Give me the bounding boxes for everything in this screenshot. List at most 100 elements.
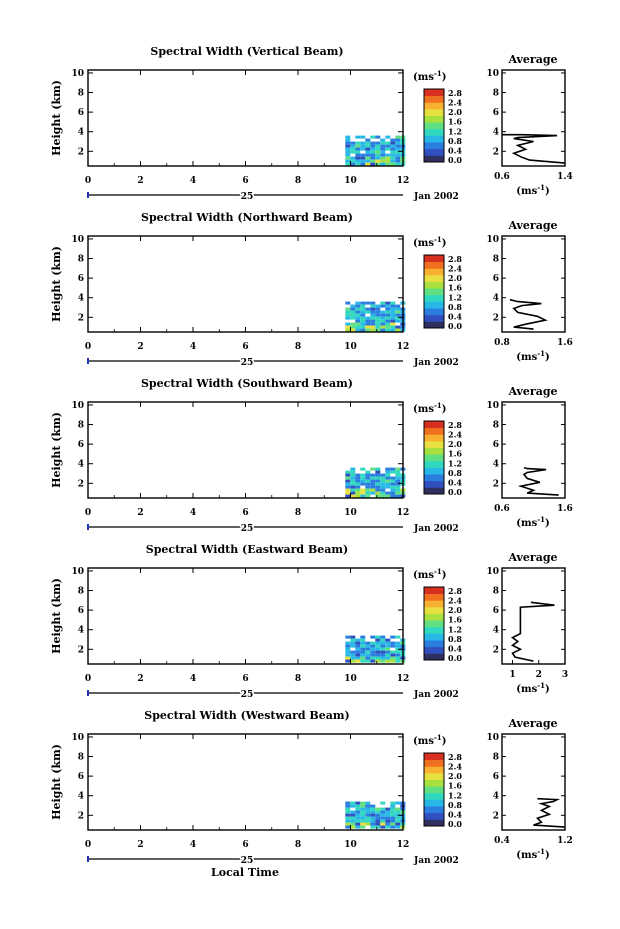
heatmap-cell bbox=[370, 307, 376, 311]
y-tick-label: 10 bbox=[71, 567, 84, 577]
panel-title: Spectral Width (Westward Beam) bbox=[144, 709, 349, 722]
heatmap-cell bbox=[360, 488, 366, 492]
heatmap-cell bbox=[375, 822, 381, 826]
y-tick-label: 10 bbox=[71, 733, 84, 743]
heatmap-cell bbox=[385, 653, 391, 657]
heatmap-cell bbox=[380, 141, 386, 145]
heatmap-cell bbox=[375, 322, 381, 326]
x-tick-label: 2 bbox=[137, 840, 143, 850]
colorbar-swatch bbox=[424, 593, 444, 601]
unit-exponent: -1 bbox=[537, 349, 545, 358]
heatmap-cell bbox=[375, 319, 381, 323]
heatmap-cell bbox=[375, 638, 381, 642]
colorbar-swatch bbox=[424, 95, 444, 103]
heatmap-cell bbox=[390, 656, 396, 660]
heatmap-cell bbox=[375, 307, 381, 311]
heatmap-cell bbox=[395, 319, 401, 323]
heatmap-cell bbox=[385, 319, 391, 323]
panel-3: Spectral Width (Southward Beam) 0 2 4 6 8 10 12… bbox=[50, 377, 573, 536]
colorbar-tick-label: 1.6 bbox=[448, 615, 462, 625]
heatmap-cell bbox=[355, 310, 361, 314]
unit-close: ) bbox=[442, 570, 447, 581]
heatmap-cell bbox=[395, 316, 401, 320]
heatmap-cell bbox=[395, 644, 401, 648]
avg-y-tick-label: 8 bbox=[493, 421, 499, 431]
y-tick-label: 8 bbox=[78, 89, 84, 99]
heatmap-cell bbox=[370, 476, 376, 480]
heatmap-cell bbox=[365, 325, 371, 329]
heatmap-cell bbox=[350, 659, 356, 663]
colorbar-tick-label: 2.0 bbox=[448, 107, 462, 117]
y-tick-label: 4 bbox=[78, 792, 84, 802]
x-tick-label: 4 bbox=[190, 342, 196, 352]
y-axis-label: Height (km) bbox=[50, 80, 63, 156]
x-tick-label: 12 bbox=[397, 674, 410, 684]
heatmap-cell bbox=[375, 819, 381, 823]
avg-y-tick-label: 2 bbox=[493, 479, 499, 489]
heatmap-cell bbox=[355, 307, 361, 311]
heatmap-cell bbox=[345, 653, 351, 657]
colorbar-swatch bbox=[424, 135, 444, 143]
heatmap-cell bbox=[370, 653, 376, 657]
avg-x-tick-label: 3 bbox=[562, 670, 568, 680]
heatmap-cell bbox=[355, 322, 361, 326]
avg-y-tick-label: 2 bbox=[493, 313, 499, 323]
heatmap-cell bbox=[365, 807, 371, 811]
average-unit: (ms-1) bbox=[516, 183, 549, 197]
heatmap-cell bbox=[370, 304, 376, 308]
heatmap-cell bbox=[375, 150, 381, 154]
heatmap-cell bbox=[390, 150, 396, 154]
heatmap-cell bbox=[390, 650, 396, 654]
heatmap-cell bbox=[355, 813, 361, 817]
heatmap-cell bbox=[375, 310, 381, 314]
heatmap-cell bbox=[345, 476, 351, 480]
heatmap-cell bbox=[385, 641, 391, 645]
colorbar-tick-label: 0.8 bbox=[448, 302, 462, 312]
heatmap-cell bbox=[395, 162, 401, 166]
avg-y-tick-label: 8 bbox=[493, 753, 499, 763]
heatmap-cell bbox=[360, 328, 366, 332]
heatmap-cell bbox=[345, 488, 351, 492]
heatmap-cell bbox=[385, 144, 391, 148]
colorbar-swatch bbox=[424, 812, 444, 820]
colorbar-swatch bbox=[424, 115, 444, 123]
heatmap-cell bbox=[350, 144, 356, 148]
heatmap-cell bbox=[375, 485, 381, 489]
heatmap-cell bbox=[395, 656, 401, 660]
x-tick-label: 10 bbox=[344, 176, 357, 186]
heatmap-cell bbox=[360, 650, 366, 654]
colorbar-unit: (ms-1) bbox=[413, 733, 446, 747]
y-axis-label: Height (km) bbox=[50, 246, 63, 322]
heatmap-cell bbox=[370, 325, 376, 329]
unit-exponent: -1 bbox=[537, 183, 545, 192]
heatmap-cell bbox=[365, 647, 371, 651]
heatmap-cell bbox=[360, 476, 366, 480]
heatmap-cell bbox=[345, 473, 351, 477]
heatmap-cell bbox=[385, 807, 391, 811]
colorbar-swatch bbox=[424, 620, 444, 628]
heatmap-cell bbox=[385, 325, 391, 329]
heatmap-cell bbox=[345, 822, 351, 826]
y-tick-label: 6 bbox=[78, 274, 84, 284]
heatmap-cells bbox=[345, 635, 406, 663]
colorbar-swatch bbox=[424, 792, 444, 800]
y-tick-label: 8 bbox=[78, 255, 84, 265]
heatmap-cell bbox=[390, 491, 396, 495]
avg-y-tick-label: 6 bbox=[493, 772, 499, 782]
heatmap-cell bbox=[345, 316, 351, 320]
heatmap-cell bbox=[370, 482, 376, 486]
heatmap-cell bbox=[350, 801, 356, 805]
heatmap-cell bbox=[375, 147, 381, 151]
colorbar-tick-label: 1.6 bbox=[448, 781, 462, 791]
heatmap-cell bbox=[370, 319, 376, 323]
heatmap-cell bbox=[365, 301, 371, 305]
y-tick-label: 4 bbox=[78, 294, 84, 304]
heatmap-cell bbox=[365, 819, 371, 823]
colorbar-swatch bbox=[424, 646, 444, 654]
y-tick-label: 10 bbox=[71, 401, 84, 411]
unit-close: ) bbox=[442, 72, 447, 83]
colorbar-swatch bbox=[424, 759, 444, 767]
unit-close: ) bbox=[442, 238, 447, 249]
heatmap-cell bbox=[390, 819, 396, 823]
